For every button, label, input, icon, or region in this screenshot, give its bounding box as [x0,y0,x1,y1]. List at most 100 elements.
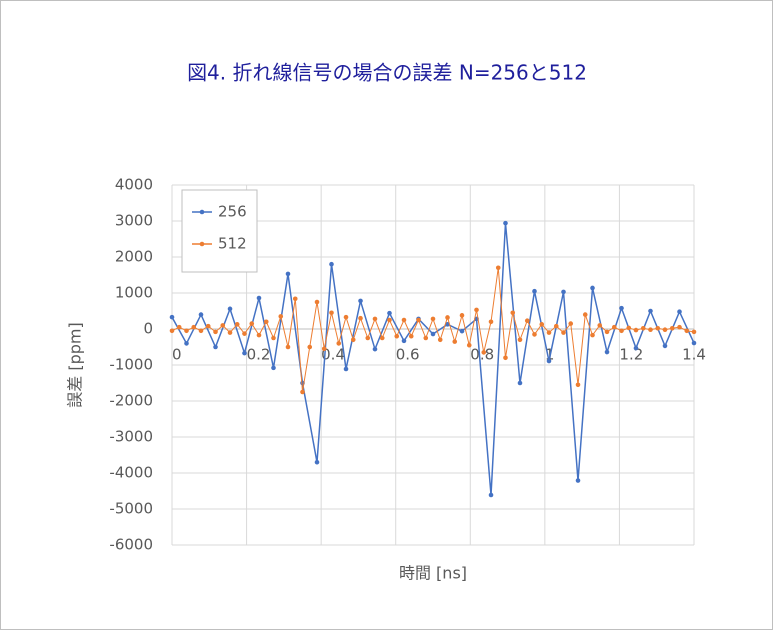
y-axis-label: 誤差 [ppm] [66,322,85,407]
data-point [488,319,494,325]
data-point [249,321,255,326]
data-point [191,324,197,330]
data-point [517,380,523,386]
data-point [590,332,595,338]
data-point [575,382,581,388]
data-point [213,329,218,335]
data-point [271,335,276,341]
data-point [669,325,675,331]
x-tick-label: 0.8 [470,346,494,364]
data-point [387,310,392,316]
data-point [648,308,653,314]
data-point [379,335,385,341]
data-point [213,344,218,350]
data-point [184,328,189,334]
data-point [626,325,632,331]
data-point [619,305,624,311]
data-point [677,324,682,330]
data-point [510,310,516,316]
data-point [300,389,305,395]
data-point [242,331,247,336]
data-point [314,459,320,465]
data-point [503,220,508,226]
data-point [539,322,545,327]
y-tick-label: -4000 [109,464,153,482]
data-point [285,344,291,350]
data-point [416,317,421,323]
data-point [677,309,682,315]
data-point [488,492,494,498]
data-point [691,329,697,335]
data-point [350,337,356,343]
x-tick-label: 0 [172,346,182,364]
y-tick-label: 3000 [115,212,153,230]
data-point [271,365,276,371]
data-point [372,346,378,352]
x-axis-label: 時間 [ns] [399,564,467,583]
data-point [292,296,298,302]
legend-box [181,189,258,273]
y-tick-label: 2000 [115,248,153,266]
data-point [430,331,436,337]
data-point [278,314,284,319]
data-point [553,323,559,329]
data-point [590,285,595,291]
data-point [437,337,443,343]
data-point [198,328,204,334]
data-point [365,335,371,341]
data-point [343,366,349,372]
data-point [169,328,175,334]
data-point [546,330,552,335]
data-point [343,314,349,320]
data-point [314,299,320,305]
data-point [321,346,327,352]
data-point [394,333,400,339]
data-point [329,261,334,267]
data-point [503,355,508,361]
y-tick-label: -6000 [109,536,153,554]
data-point [430,316,436,322]
data-point [256,332,262,338]
data-point [445,315,450,320]
data-point [336,341,342,346]
data-point [662,327,668,333]
data-point [242,350,247,356]
data-point [466,342,472,348]
data-point [546,358,552,364]
data-point [481,350,487,355]
data-point [517,337,523,343]
data-point [372,316,378,322]
data-point [633,345,639,351]
data-point [633,327,639,333]
data-point [582,312,588,317]
data-point [329,310,334,316]
data-point [176,324,182,330]
data-point [561,289,566,295]
data-point [524,318,530,324]
data-point [459,313,465,318]
x-tick-label: 1.4 [682,346,706,364]
data-point [619,328,624,334]
data-point [561,330,566,335]
data-point [568,321,574,326]
data-point [184,341,189,346]
data-point [445,322,450,327]
data-point [691,340,697,346]
data-point [611,324,617,330]
x-tick-label: 0.2 [247,346,271,364]
data-point [662,343,668,349]
chart-title: 図4. 折れ線信号の場合の誤差 N=256と512 [187,61,587,85]
data-point [227,306,233,312]
data-point [604,349,610,355]
data-point [575,478,581,483]
data-point [234,322,240,327]
data-point [655,325,661,331]
data-point [495,265,501,271]
data-point [358,298,363,304]
y-tick-label: -1000 [109,356,153,374]
data-point [423,335,429,341]
data-point [205,323,211,329]
